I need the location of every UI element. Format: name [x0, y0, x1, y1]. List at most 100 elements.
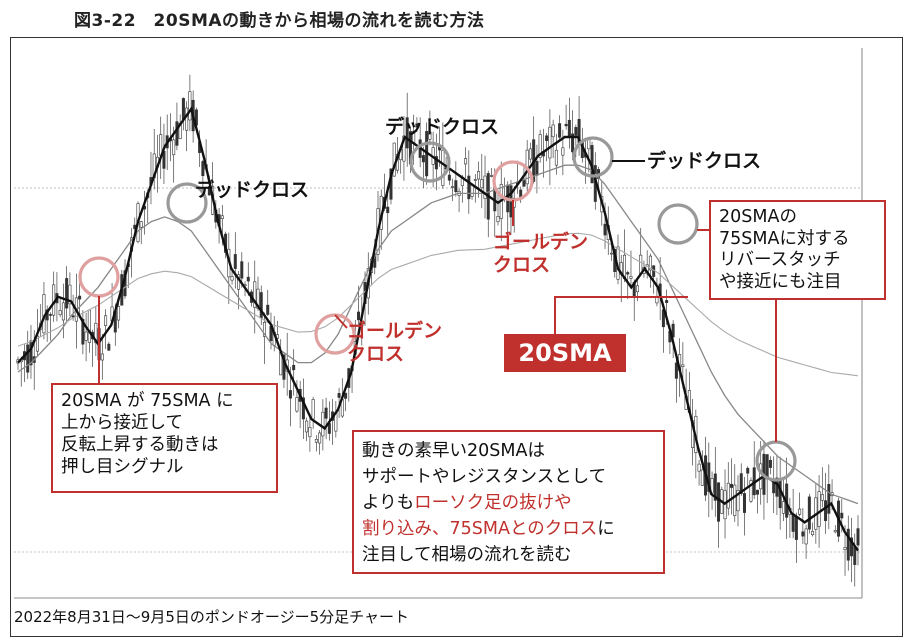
- candle-body: [100, 353, 104, 361]
- candle-body: [564, 123, 568, 127]
- candle-body: [282, 354, 286, 380]
- candle-body: [181, 98, 185, 120]
- candle-body: [421, 155, 425, 163]
- note-center-line5: 注目して相場の流れを読む: [362, 545, 572, 565]
- candle-body: [755, 489, 759, 495]
- candle-body: [447, 174, 451, 181]
- candle-body: [798, 508, 802, 515]
- note-right-line3: リバースタッチ: [719, 250, 841, 270]
- candle-body: [104, 315, 108, 326]
- note-center-line4: 割り込み、75SMAとのクロスに: [362, 516, 655, 542]
- dead-cross-label-1: デッドクロス: [195, 178, 309, 201]
- candle-body: [648, 255, 652, 271]
- note-left-line4: 押し目シグナル: [61, 457, 184, 477]
- candle-body: [256, 288, 260, 309]
- candle-body: [697, 463, 701, 472]
- candle-body: [233, 254, 237, 269]
- candle-body: [850, 537, 854, 557]
- candle-body: [292, 364, 296, 371]
- reverse-touch-marker-1: [657, 203, 699, 245]
- candle-body: [535, 160, 539, 176]
- candle-body: [65, 278, 69, 309]
- golden-cross-label-1-line1: ゴールデン: [493, 230, 588, 253]
- candle-body: [185, 107, 189, 131]
- candle-body: [571, 133, 575, 153]
- note-right: 20SMAの 75SMAに対する リバースタッチ や接近にも注目: [709, 200, 886, 300]
- candle-body: [791, 513, 795, 532]
- candle-body: [674, 362, 678, 379]
- candle-body: [700, 469, 704, 486]
- candle-body: [386, 206, 390, 214]
- candle-body: [78, 295, 82, 300]
- candle-body: [807, 496, 811, 530]
- candle-body: [610, 252, 614, 255]
- leader-sma20: [554, 296, 688, 334]
- candle-body: [139, 221, 143, 228]
- candle-body: [817, 491, 821, 527]
- candle-body: [801, 531, 805, 537]
- candle-body: [827, 484, 831, 514]
- candle-body: [742, 493, 746, 513]
- candle-body: [820, 494, 824, 501]
- candle-body: [804, 528, 808, 545]
- candle-body: [29, 340, 33, 366]
- candle-body: [253, 281, 257, 308]
- candle-body: [201, 161, 205, 177]
- candle-body: [324, 407, 328, 419]
- candle-body: [655, 296, 659, 304]
- candle-body: [84, 331, 88, 341]
- candle-body: [626, 272, 630, 275]
- note-center-line3-red: ローソク足の抜けや: [414, 493, 572, 513]
- golden-cross-label-2-line1: ゴールデン: [347, 319, 442, 342]
- candle-body: [464, 158, 468, 165]
- note-center-line4-red: 割り込み、75SMAとのクロス: [362, 519, 598, 539]
- candle-body: [434, 156, 438, 170]
- candle-body: [337, 393, 341, 398]
- candle-body: [81, 318, 85, 345]
- candle-body: [840, 512, 844, 519]
- candle-body: [603, 223, 607, 236]
- candle-body: [246, 276, 250, 282]
- candle-body: [833, 530, 837, 533]
- dead-cross-label-2: デッドクロス: [385, 115, 499, 138]
- leader-golden-2: [334, 314, 348, 329]
- candle-body: [262, 322, 266, 337]
- candle-body: [548, 126, 552, 159]
- candle-body: [305, 420, 309, 433]
- candle-body: [454, 180, 458, 192]
- candle-body: [749, 480, 753, 502]
- note-center: 動きの素早い20SMAは サポートやレジスタンスとして よりもローソク足の抜けや…: [352, 430, 665, 574]
- moving-average-lines: [17, 105, 859, 552]
- candle-body: [230, 276, 234, 281]
- note-left-line1: 20SMA が 75SMA に: [61, 391, 234, 411]
- candle-body: [811, 531, 815, 536]
- candle-body: [405, 117, 409, 149]
- candle-body: [824, 500, 828, 521]
- candle-body: [26, 344, 30, 373]
- candle-body: [768, 459, 772, 468]
- sma20-badge: 20SMA: [504, 334, 626, 372]
- candle-body: [843, 547, 847, 550]
- dead-cross-label-3: デッドクロス: [647, 149, 761, 172]
- candle-body: [188, 91, 192, 121]
- candle-body: [311, 399, 315, 420]
- candle-body: [117, 306, 121, 321]
- candle-body: [794, 517, 798, 540]
- candle-body: [175, 121, 179, 146]
- candle-body: [266, 304, 270, 315]
- dead-cross-marker-1: [166, 182, 208, 224]
- candle-body: [746, 467, 750, 474]
- candle-body: [240, 261, 244, 279]
- candle-body: [259, 292, 263, 319]
- chart-caption: 2022年8月31日〜9月5日のポンドオージー5分足チャート: [14, 608, 409, 626]
- candle-body: [288, 390, 292, 399]
- candle-body: [483, 175, 487, 199]
- candle-body: [318, 432, 322, 444]
- candle-body: [736, 490, 740, 512]
- candle-body: [853, 546, 857, 565]
- candle-body: [635, 285, 639, 293]
- note-left-line3: 反転上昇する動きは: [61, 435, 219, 455]
- candle-body: [451, 186, 455, 188]
- note-center-line2: サポートやレジスタンスとして: [362, 467, 607, 487]
- candle-body: [587, 139, 591, 150]
